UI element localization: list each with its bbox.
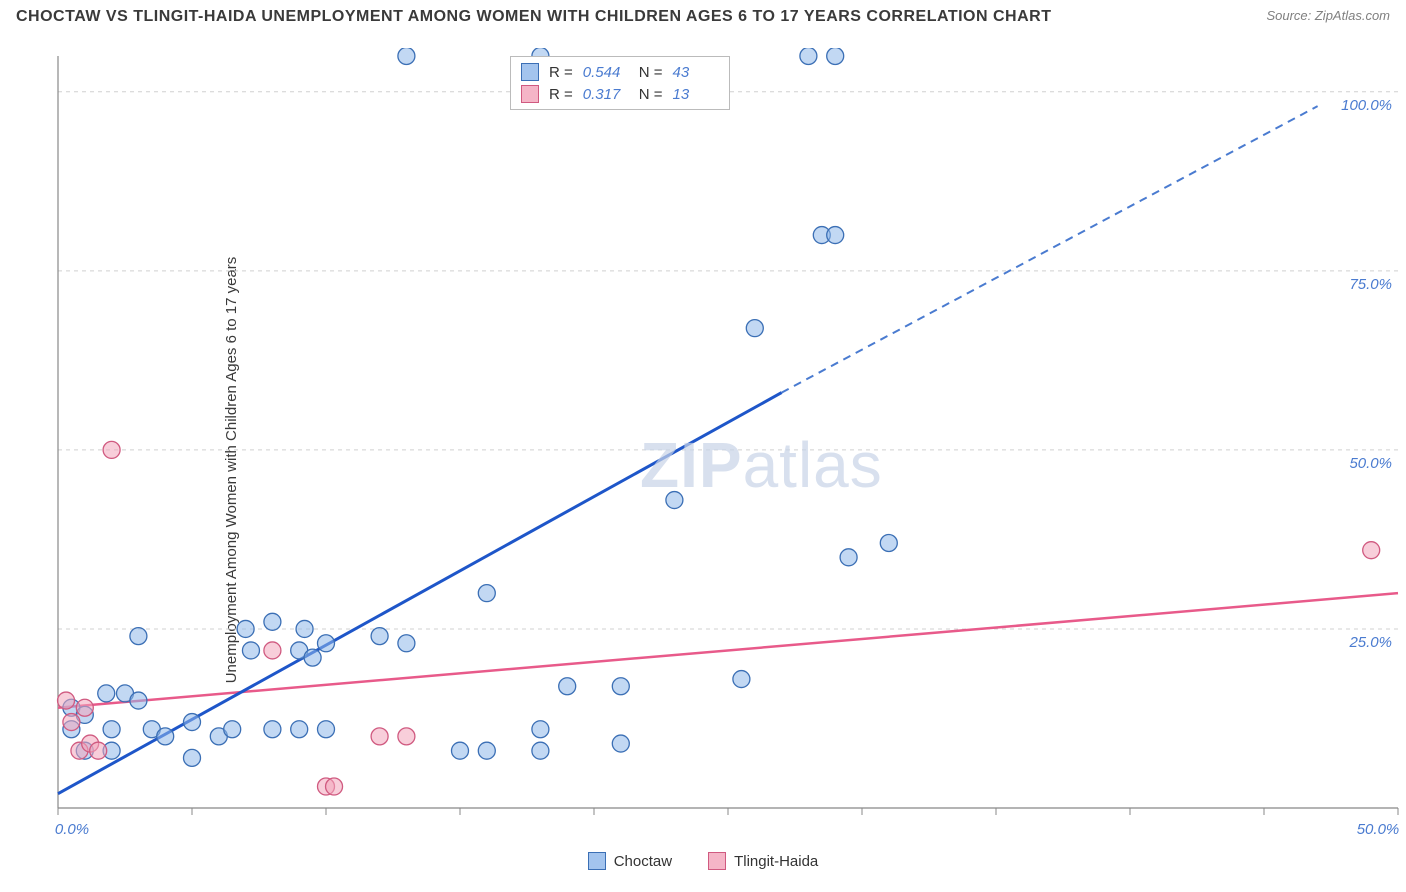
legend-item-b: Tlingit-Haida xyxy=(708,852,818,870)
n-label-b: N = xyxy=(639,86,663,103)
svg-text:100.0%: 100.0% xyxy=(1341,97,1392,114)
legend-label-b: Tlingit-Haida xyxy=(734,853,818,870)
source-attribution: Source: ZipAtlas.com xyxy=(1266,8,1390,23)
x-tick-labels: 0.0% 50.0% xyxy=(55,821,1399,838)
svg-text:0.0%: 0.0% xyxy=(55,821,89,838)
n-value-b: 13 xyxy=(673,86,719,103)
n-label-a: N = xyxy=(639,64,663,81)
swatch-b-icon xyxy=(708,852,726,870)
legend-item-a: Choctaw xyxy=(588,852,672,870)
points-choctaw xyxy=(63,48,897,766)
r-label-b: R = xyxy=(549,86,573,103)
legend-label-a: Choctaw xyxy=(614,853,672,870)
svg-text:50.0%: 50.0% xyxy=(1357,821,1400,838)
r-value-a: 0.544 xyxy=(583,64,629,81)
legend-row-b: R = 0.317 N = 13 xyxy=(521,83,719,105)
svg-text:75.0%: 75.0% xyxy=(1349,276,1392,293)
r-label-a: R = xyxy=(549,64,573,81)
swatch-b-icon xyxy=(521,85,539,103)
watermark-bold: ZIP xyxy=(640,429,743,501)
watermark-text: ZIPatlas xyxy=(640,428,883,502)
svg-text:50.0%: 50.0% xyxy=(1349,455,1392,472)
grid-lines xyxy=(58,92,1398,629)
swatch-a-icon xyxy=(588,852,606,870)
svg-text:25.0%: 25.0% xyxy=(1348,634,1392,651)
watermark-light: atlas xyxy=(743,429,883,501)
series-legend: Choctaw Tlingit-Haida xyxy=(0,852,1406,870)
r-value-b: 0.317 xyxy=(583,86,629,103)
swatch-a-icon xyxy=(521,63,539,81)
correlation-legend: R = 0.544 N = 43 R = 0.317 N = 13 xyxy=(510,56,730,110)
chart-area: Unemployment Among Women with Children A… xyxy=(0,48,1406,892)
chart-title: CHOCTAW VS TLINGIT-HAIDA UNEMPLOYMENT AM… xyxy=(16,8,1052,26)
legend-row-a: R = 0.544 N = 43 xyxy=(521,61,719,83)
y-tick-labels: 25.0% 50.0% 75.0% 100.0% xyxy=(1341,97,1392,651)
chart-header: CHOCTAW VS TLINGIT-HAIDA UNEMPLOYMENT AM… xyxy=(0,0,1406,48)
n-value-a: 43 xyxy=(673,64,719,81)
